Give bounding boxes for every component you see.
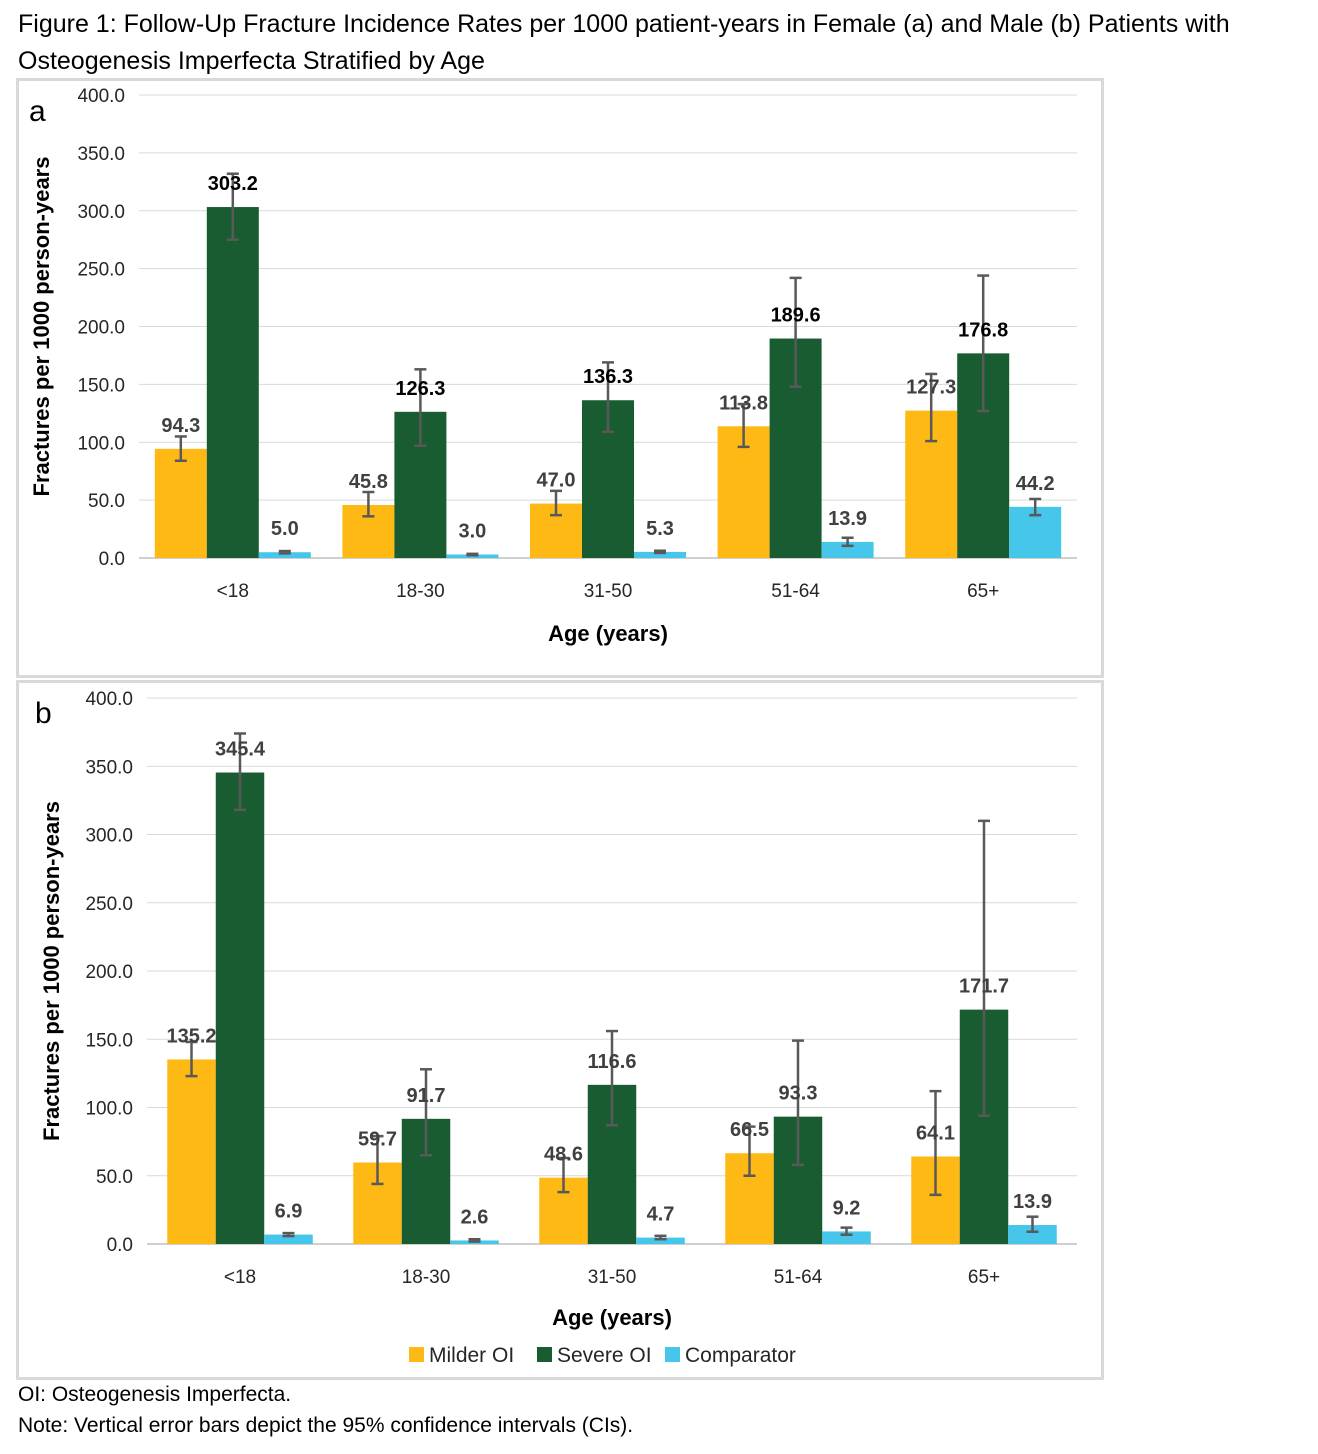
data-label: 113.8 xyxy=(719,392,768,414)
legend-swatch xyxy=(665,1347,680,1362)
data-label: 45.8 xyxy=(349,471,388,493)
data-label: 127.3 xyxy=(906,377,956,399)
data-label: 48.6 xyxy=(544,1144,583,1166)
bar-chart-male: 0.0 50.0 100.0 150.0 200.0 250.0 300.0 350.0 400… xyxy=(35,689,1077,1367)
x-axis-title: Age (years) xyxy=(552,1305,672,1330)
data-label: 2.6 xyxy=(461,1206,489,1228)
y-tick-label: 0.0 xyxy=(99,549,125,570)
y-tick-label: 250.0 xyxy=(85,894,133,915)
data-label: 126.3 xyxy=(395,378,445,400)
data-label: 66.5 xyxy=(730,1119,769,1141)
x-tick-label: 51-64 xyxy=(774,1267,823,1288)
data-label: 189.6 xyxy=(771,305,821,327)
y-tick-label: 150.0 xyxy=(77,375,125,396)
y-tick-label: 400.0 xyxy=(85,689,133,710)
y-tick-label: 350.0 xyxy=(77,144,125,165)
y-tick-label: 200.0 xyxy=(85,962,133,983)
footnote-abbreviation: OI: Osteogenesis Imperfecta. xyxy=(18,1383,292,1406)
y-tick-label: 250.0 xyxy=(77,260,125,281)
y-tick-label: 50.0 xyxy=(88,491,125,512)
data-label: 303.2 xyxy=(208,173,258,195)
bar xyxy=(717,426,770,558)
bar xyxy=(264,1234,313,1244)
y-tick-label: 200.0 xyxy=(77,318,125,339)
legend-label: Comparator xyxy=(685,1344,796,1367)
bar xyxy=(1008,1225,1057,1244)
data-label: 171.7 xyxy=(959,976,1009,998)
data-label: 44.2 xyxy=(1016,473,1055,495)
data-label: 135.2 xyxy=(166,1025,216,1047)
bar xyxy=(636,1237,685,1244)
y-tick-label: 350.0 xyxy=(85,757,133,778)
data-label: 93.3 xyxy=(779,1083,818,1105)
data-label: 94.3 xyxy=(161,415,200,437)
plot-area: 0.0 50.0 100.0 150.0 200.0 250.0 300.0 350.0 400… xyxy=(85,689,1077,1288)
legend: Milder OI Severe OI Comparator xyxy=(409,1344,796,1367)
data-label: 345.4 xyxy=(215,739,266,761)
bar xyxy=(154,448,207,558)
chart-panel-a: 0.0 50.0 100.0 150.0 200.0 250.0 300.0 350.0 400… xyxy=(16,78,1104,678)
y-tick-label: 150.0 xyxy=(85,1030,133,1051)
x-tick-label: <18 xyxy=(224,1267,256,1288)
x-tick-label: 18-30 xyxy=(396,581,445,602)
y-tick-label: 400.0 xyxy=(77,86,125,107)
y-tick-label: 50.0 xyxy=(96,1167,133,1188)
x-tick-label: 18-30 xyxy=(402,1267,451,1288)
x-tick-label: 65+ xyxy=(967,581,999,602)
data-label: 9.2 xyxy=(833,1197,861,1219)
plot-area: 0.0 50.0 100.0 150.0 200.0 250.0 300.0 350.0 400… xyxy=(77,86,1077,602)
data-label: 136.3 xyxy=(583,366,633,388)
y-tick-label: 300.0 xyxy=(77,202,125,223)
x-axis-title: Age (years) xyxy=(548,621,668,646)
y-axis-title: Fractures per 1000 person-years xyxy=(29,157,54,497)
bar xyxy=(167,1059,216,1244)
y-axis-title: Fractures per 1000 person-years xyxy=(39,801,64,1141)
data-label: 6.9 xyxy=(275,1201,303,1223)
y-tick-label: 0.0 xyxy=(107,1235,133,1256)
data-label: 13.9 xyxy=(1013,1191,1052,1213)
y-tick-label: 100.0 xyxy=(85,1099,133,1120)
data-label: 116.6 xyxy=(588,1051,637,1073)
data-label: 176.8 xyxy=(958,319,1008,341)
figure-title: Figure 1: Follow-Up Fracture Incidence R… xyxy=(18,10,1230,75)
x-tick-label: <18 xyxy=(217,581,249,602)
bar xyxy=(258,552,311,558)
y-tick-label: 300.0 xyxy=(85,826,133,847)
x-tick-label: 31-50 xyxy=(588,1267,637,1288)
data-label: 5.3 xyxy=(646,518,674,540)
legend-swatch xyxy=(537,1347,552,1362)
data-label: 91.7 xyxy=(407,1085,446,1107)
data-label: 47.0 xyxy=(537,470,576,492)
bar xyxy=(821,541,874,558)
bar xyxy=(822,1231,871,1244)
bar-chart-female: 0.0 50.0 100.0 150.0 200.0 250.0 300.0 350.0 400… xyxy=(29,86,1077,646)
x-tick-label: 51-64 xyxy=(771,581,820,602)
footnote-error-bars: Note: Vertical error bars depict the 95%… xyxy=(18,1414,634,1437)
legend-label: Milder OI xyxy=(429,1344,514,1367)
legend-label: Severe OI xyxy=(557,1344,652,1367)
data-label: 5.0 xyxy=(271,518,299,540)
x-tick-label: 31-50 xyxy=(584,581,633,602)
bar xyxy=(634,551,686,558)
panel-label: b xyxy=(35,697,52,730)
bar xyxy=(215,772,265,1244)
chart-panel-b: 0.0 50.0 100.0 150.0 200.0 250.0 300.0 350.0 400… xyxy=(16,680,1104,1380)
data-label: 64.1 xyxy=(916,1123,955,1145)
bar xyxy=(206,207,259,558)
x-tick-label: 65+ xyxy=(968,1267,1000,1288)
y-tick-label: 100.0 xyxy=(77,433,125,454)
data-label: 13.9 xyxy=(828,508,867,530)
data-label: 59.7 xyxy=(358,1129,397,1151)
data-label: 4.7 xyxy=(647,1204,675,1226)
panel-label: a xyxy=(29,95,46,128)
legend-swatch xyxy=(409,1347,424,1362)
data-label: 3.0 xyxy=(458,521,486,543)
